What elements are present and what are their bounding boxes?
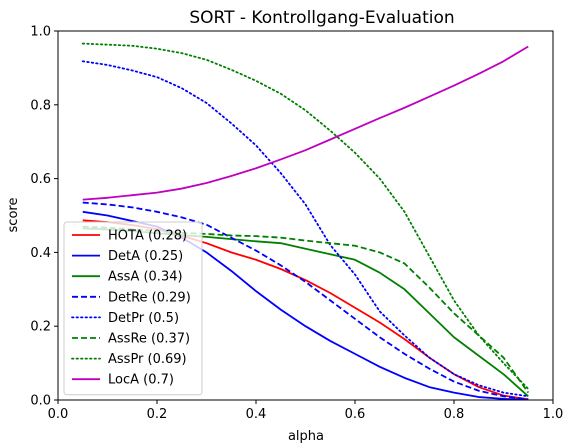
legend-label-6: AssRe (0.37) bbox=[108, 332, 190, 347]
y-axis: 0.0 0.2 0.4 0.6 0.8 1.0 bbox=[30, 25, 58, 409]
legend-label-8: LocA (0.7) bbox=[108, 373, 174, 388]
legend-box bbox=[63, 221, 203, 396]
y-tick-label: 0.8 bbox=[30, 98, 51, 113]
x-tick-label: 0.2 bbox=[147, 407, 168, 422]
x-tick-label: 0.6 bbox=[345, 407, 366, 422]
y-tick-label: 0.6 bbox=[30, 172, 51, 187]
chart-title: SORT - Kontrollgang-Evaluation bbox=[189, 8, 454, 28]
y-tick-label: 0.0 bbox=[30, 394, 51, 409]
x-tick-label: 0.0 bbox=[48, 407, 69, 422]
x-axis-label: alpha bbox=[288, 429, 324, 444]
legend-label-1: HOTA (0.28) bbox=[108, 229, 187, 244]
legend-label-5: DetPr (0.5) bbox=[108, 311, 179, 326]
y-axis-label: score bbox=[6, 198, 21, 233]
y-tick-label: 1.0 bbox=[30, 25, 51, 40]
y-tick-label: 0.4 bbox=[30, 246, 51, 261]
x-axis: 0.0 0.2 0.4 0.6 0.8 1.0 bbox=[48, 400, 564, 422]
y-tick-label: 0.2 bbox=[30, 320, 51, 335]
legend-label-2: DetA (0.25) bbox=[108, 249, 183, 264]
legend-label-4: DetRe (0.29) bbox=[108, 290, 191, 305]
series-line-4 bbox=[82, 201, 529, 401]
legend-label-7: AssPr (0.69) bbox=[108, 352, 187, 367]
x-tick-label: 0.4 bbox=[246, 407, 267, 422]
x-tick-label: 1.0 bbox=[543, 407, 564, 422]
series-line-5 bbox=[81, 60, 530, 398]
series-line-8 bbox=[82, 45, 529, 201]
series-line-7 bbox=[81, 42, 530, 390]
x-tick-label: 0.8 bbox=[444, 407, 465, 422]
legend: HOTA (0.28) DetA (0.25) AssA (0.34) DetRe (… bbox=[63, 221, 203, 396]
legend-label-3: AssA (0.34) bbox=[108, 270, 183, 285]
plot-frame bbox=[57, 30, 554, 401]
